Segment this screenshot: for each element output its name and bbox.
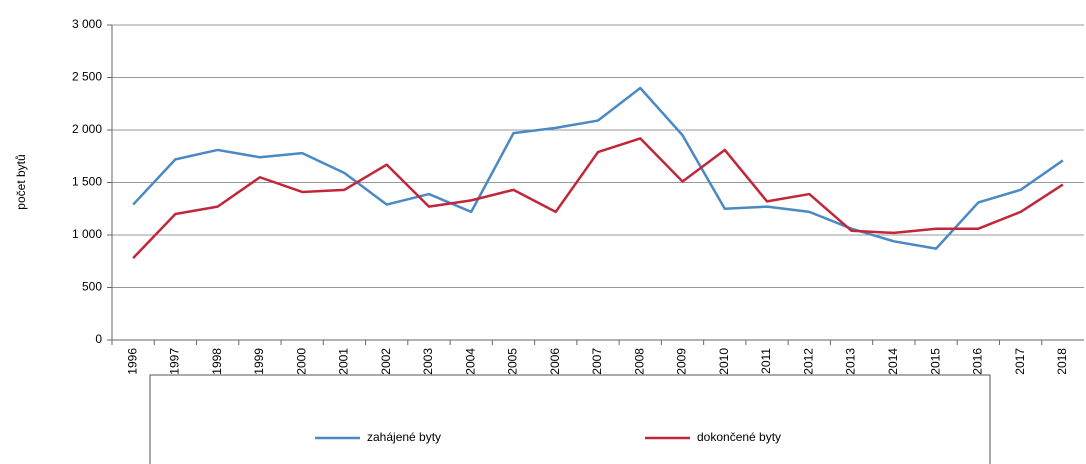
x-tick-label: 2011: [759, 348, 773, 374]
x-tick-label: 2001: [337, 348, 351, 375]
y-tick-label: 500: [82, 280, 102, 294]
x-tick-label: 2004: [463, 348, 477, 375]
y-tick-label: 1 500: [72, 175, 102, 189]
x-tick-label: 2006: [548, 348, 562, 375]
x-tick-label: 2010: [717, 348, 731, 375]
series-line: [132, 137, 1064, 259]
y-tick-label: 0: [95, 332, 102, 346]
x-tick-label: 2003: [421, 348, 435, 375]
x-tick-label: 2018: [1055, 348, 1069, 375]
x-tick-label: 2005: [506, 348, 520, 375]
x-tick-label: 2016: [971, 348, 985, 375]
y-tick-label: 1 000: [72, 227, 102, 241]
x-tick-label: 1996: [125, 348, 139, 375]
legend-label: dokončené byty: [697, 430, 781, 444]
x-tick-label: 2007: [590, 348, 604, 375]
series-line: [132, 86, 1064, 250]
y-axis-label: počet bytů: [14, 154, 28, 209]
x-tick-label: 2015: [928, 348, 942, 375]
x-tick-label: 2012: [801, 348, 815, 375]
y-tick-label: 3 000: [72, 17, 102, 31]
y-tick-label: 2 000: [72, 122, 102, 136]
legend-box: [149, 374, 991, 464]
x-tick-label: 2000: [294, 348, 308, 375]
x-tick-label: 2013: [844, 348, 858, 375]
x-tick-label: 1998: [210, 348, 224, 375]
y-tick-label: 2 500: [72, 70, 102, 84]
x-tick-label: 1999: [252, 348, 266, 375]
x-tick-label: 1997: [168, 348, 182, 375]
x-tick-label: 2009: [675, 348, 689, 375]
x-tick-label: 2017: [1013, 348, 1027, 375]
x-tick-label: 2014: [886, 348, 900, 375]
x-tick-label: 2008: [632, 348, 646, 375]
x-tick-label: 2002: [379, 348, 393, 375]
legend-label: zahájené byty: [367, 430, 441, 444]
